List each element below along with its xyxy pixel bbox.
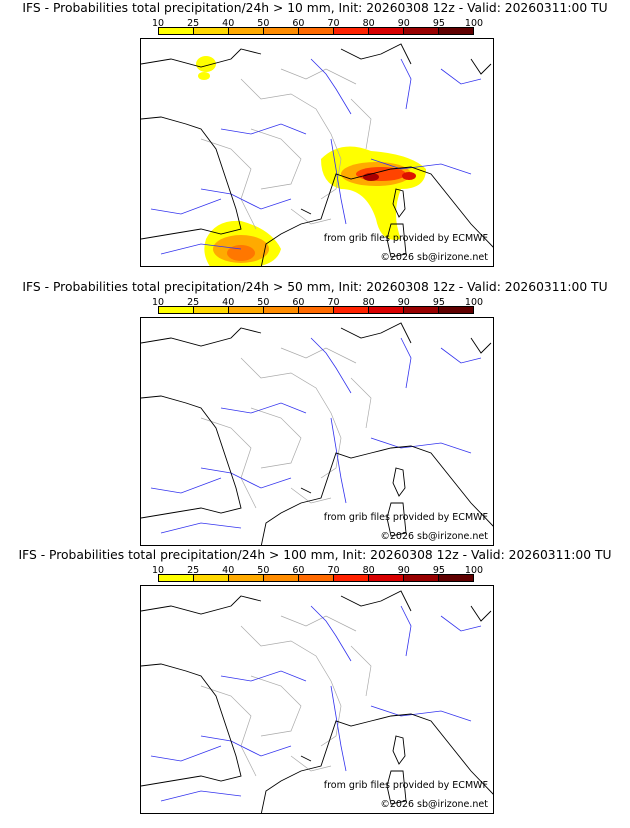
colorbar-segment <box>264 28 299 34</box>
colorbar-tick-label: 60 <box>292 297 305 308</box>
colorbar-tick-label: 50 <box>257 297 270 308</box>
colorbar-tick-label: 80 <box>362 565 375 576</box>
probability-map: from grib files provided by ECMWF ©2026 … <box>140 317 494 546</box>
map-panel-50mm: IFS - Probabilities total precipitation/… <box>0 279 630 547</box>
colorbar-segment <box>299 575 334 581</box>
colorbar-segment <box>439 575 473 581</box>
copyright-credit: ©2026 sb@irizone.net <box>380 252 488 263</box>
colorbar-tick-label: 50 <box>257 18 270 29</box>
source-credit: from grib files provided by ECMWF <box>323 233 488 244</box>
colorbar-scale <box>158 574 474 582</box>
source-credit: from grib files provided by ECMWF <box>323 512 488 523</box>
colorbar-tick-label: 25 <box>187 18 200 29</box>
colorbar-tick-label: 40 <box>222 18 235 29</box>
colorbar-tick-label: 90 <box>397 565 410 576</box>
colorbar-segment <box>334 28 369 34</box>
colorbar-segment <box>299 28 334 34</box>
colorbar-tick-label: 70 <box>327 18 340 29</box>
colorbar-tick-label: 80 <box>362 18 375 29</box>
colorbar-tick-label: 90 <box>397 297 410 308</box>
colorbar-tick-label: 40 <box>222 297 235 308</box>
colorbar-segment <box>159 307 194 313</box>
colorbar-segment <box>404 575 439 581</box>
colorbar-segment <box>369 28 404 34</box>
probability-map: from grib files provided by ECMWF ©2026 … <box>140 38 494 267</box>
colorbar-tick-label: 100 <box>464 18 484 29</box>
colorbar-segment <box>404 28 439 34</box>
basemap <box>141 39 494 266</box>
colorbar-segment <box>369 307 404 313</box>
chart-title: IFS - Probabilities total precipitation/… <box>18 548 612 562</box>
colorbar-tick-label: 70 <box>327 565 340 576</box>
chart-title: IFS - Probabilities total precipitation/… <box>22 280 608 294</box>
colorbar-segment <box>439 28 473 34</box>
colorbar: 10 25 40 50 60 70 80 90 95 100 <box>152 565 483 591</box>
colorbar-tick-label: 60 <box>292 565 305 576</box>
precip-probability-field <box>196 56 426 266</box>
colorbar-segment <box>229 307 264 313</box>
colorbar-segment <box>194 307 229 313</box>
colorbar-segment <box>194 28 229 34</box>
colorbar-tick-label: 70 <box>327 297 340 308</box>
colorbar-tick-label: 100 <box>464 297 484 308</box>
colorbar-segment <box>334 575 369 581</box>
colorbar: 10 25 40 50 60 70 80 90 95 100 <box>152 18 483 44</box>
source-credit: from grib files provided by ECMWF <box>323 780 488 791</box>
copyright-credit: ©2026 sb@irizone.net <box>380 531 488 542</box>
probability-map: from grib files provided by ECMWF ©2026 … <box>140 585 494 814</box>
precip-area-alps-ligurian <box>321 146 426 240</box>
map-panel-10mm: IFS - Probabilities total precipitation/… <box>0 0 630 268</box>
colorbar-tick-label: 25 <box>187 565 200 576</box>
colorbar-tick-label: 40 <box>222 565 235 576</box>
colorbar: 10 25 40 50 60 70 80 90 95 100 <box>152 297 483 323</box>
precip-area-england <box>196 56 216 72</box>
colorbar-tick-label: 95 <box>432 565 445 576</box>
colorbar-scale <box>158 306 474 314</box>
colorbar-tick-label: 90 <box>397 18 410 29</box>
colorbar-tick-label: 10 <box>151 18 165 29</box>
colorbar-segment <box>159 575 194 581</box>
colorbar-segment <box>264 575 299 581</box>
colorbar-tick-label: 80 <box>362 297 375 308</box>
colorbar-tick-label: 100 <box>464 565 484 576</box>
colorbar-tick-label: 95 <box>432 297 445 308</box>
colorbar-segment <box>369 575 404 581</box>
colorbar-segment <box>229 28 264 34</box>
colorbar-segment <box>404 307 439 313</box>
colorbar-segment <box>334 307 369 313</box>
colorbar-tick-label: 95 <box>432 18 445 29</box>
map-panel-100mm: IFS - Probabilities total precipitation/… <box>0 547 630 815</box>
colorbar-scale <box>158 27 474 35</box>
colorbar-segment <box>299 307 334 313</box>
colorbar-tick-label: 10 <box>151 297 165 308</box>
colorbar-tick-label: 50 <box>257 565 270 576</box>
chart-title: IFS - Probabilities total precipitation/… <box>22 1 608 15</box>
colorbar-segment <box>229 575 264 581</box>
colorbar-segment <box>264 307 299 313</box>
colorbar-tick-label: 10 <box>151 565 165 576</box>
copyright-credit: ©2026 sb@irizone.net <box>380 799 488 810</box>
colorbar-segment <box>159 28 194 34</box>
colorbar-segment <box>439 307 473 313</box>
colorbar-segment <box>194 575 229 581</box>
colorbar-tick-label: 25 <box>187 297 200 308</box>
colorbar-tick-label: 60 <box>292 18 305 29</box>
